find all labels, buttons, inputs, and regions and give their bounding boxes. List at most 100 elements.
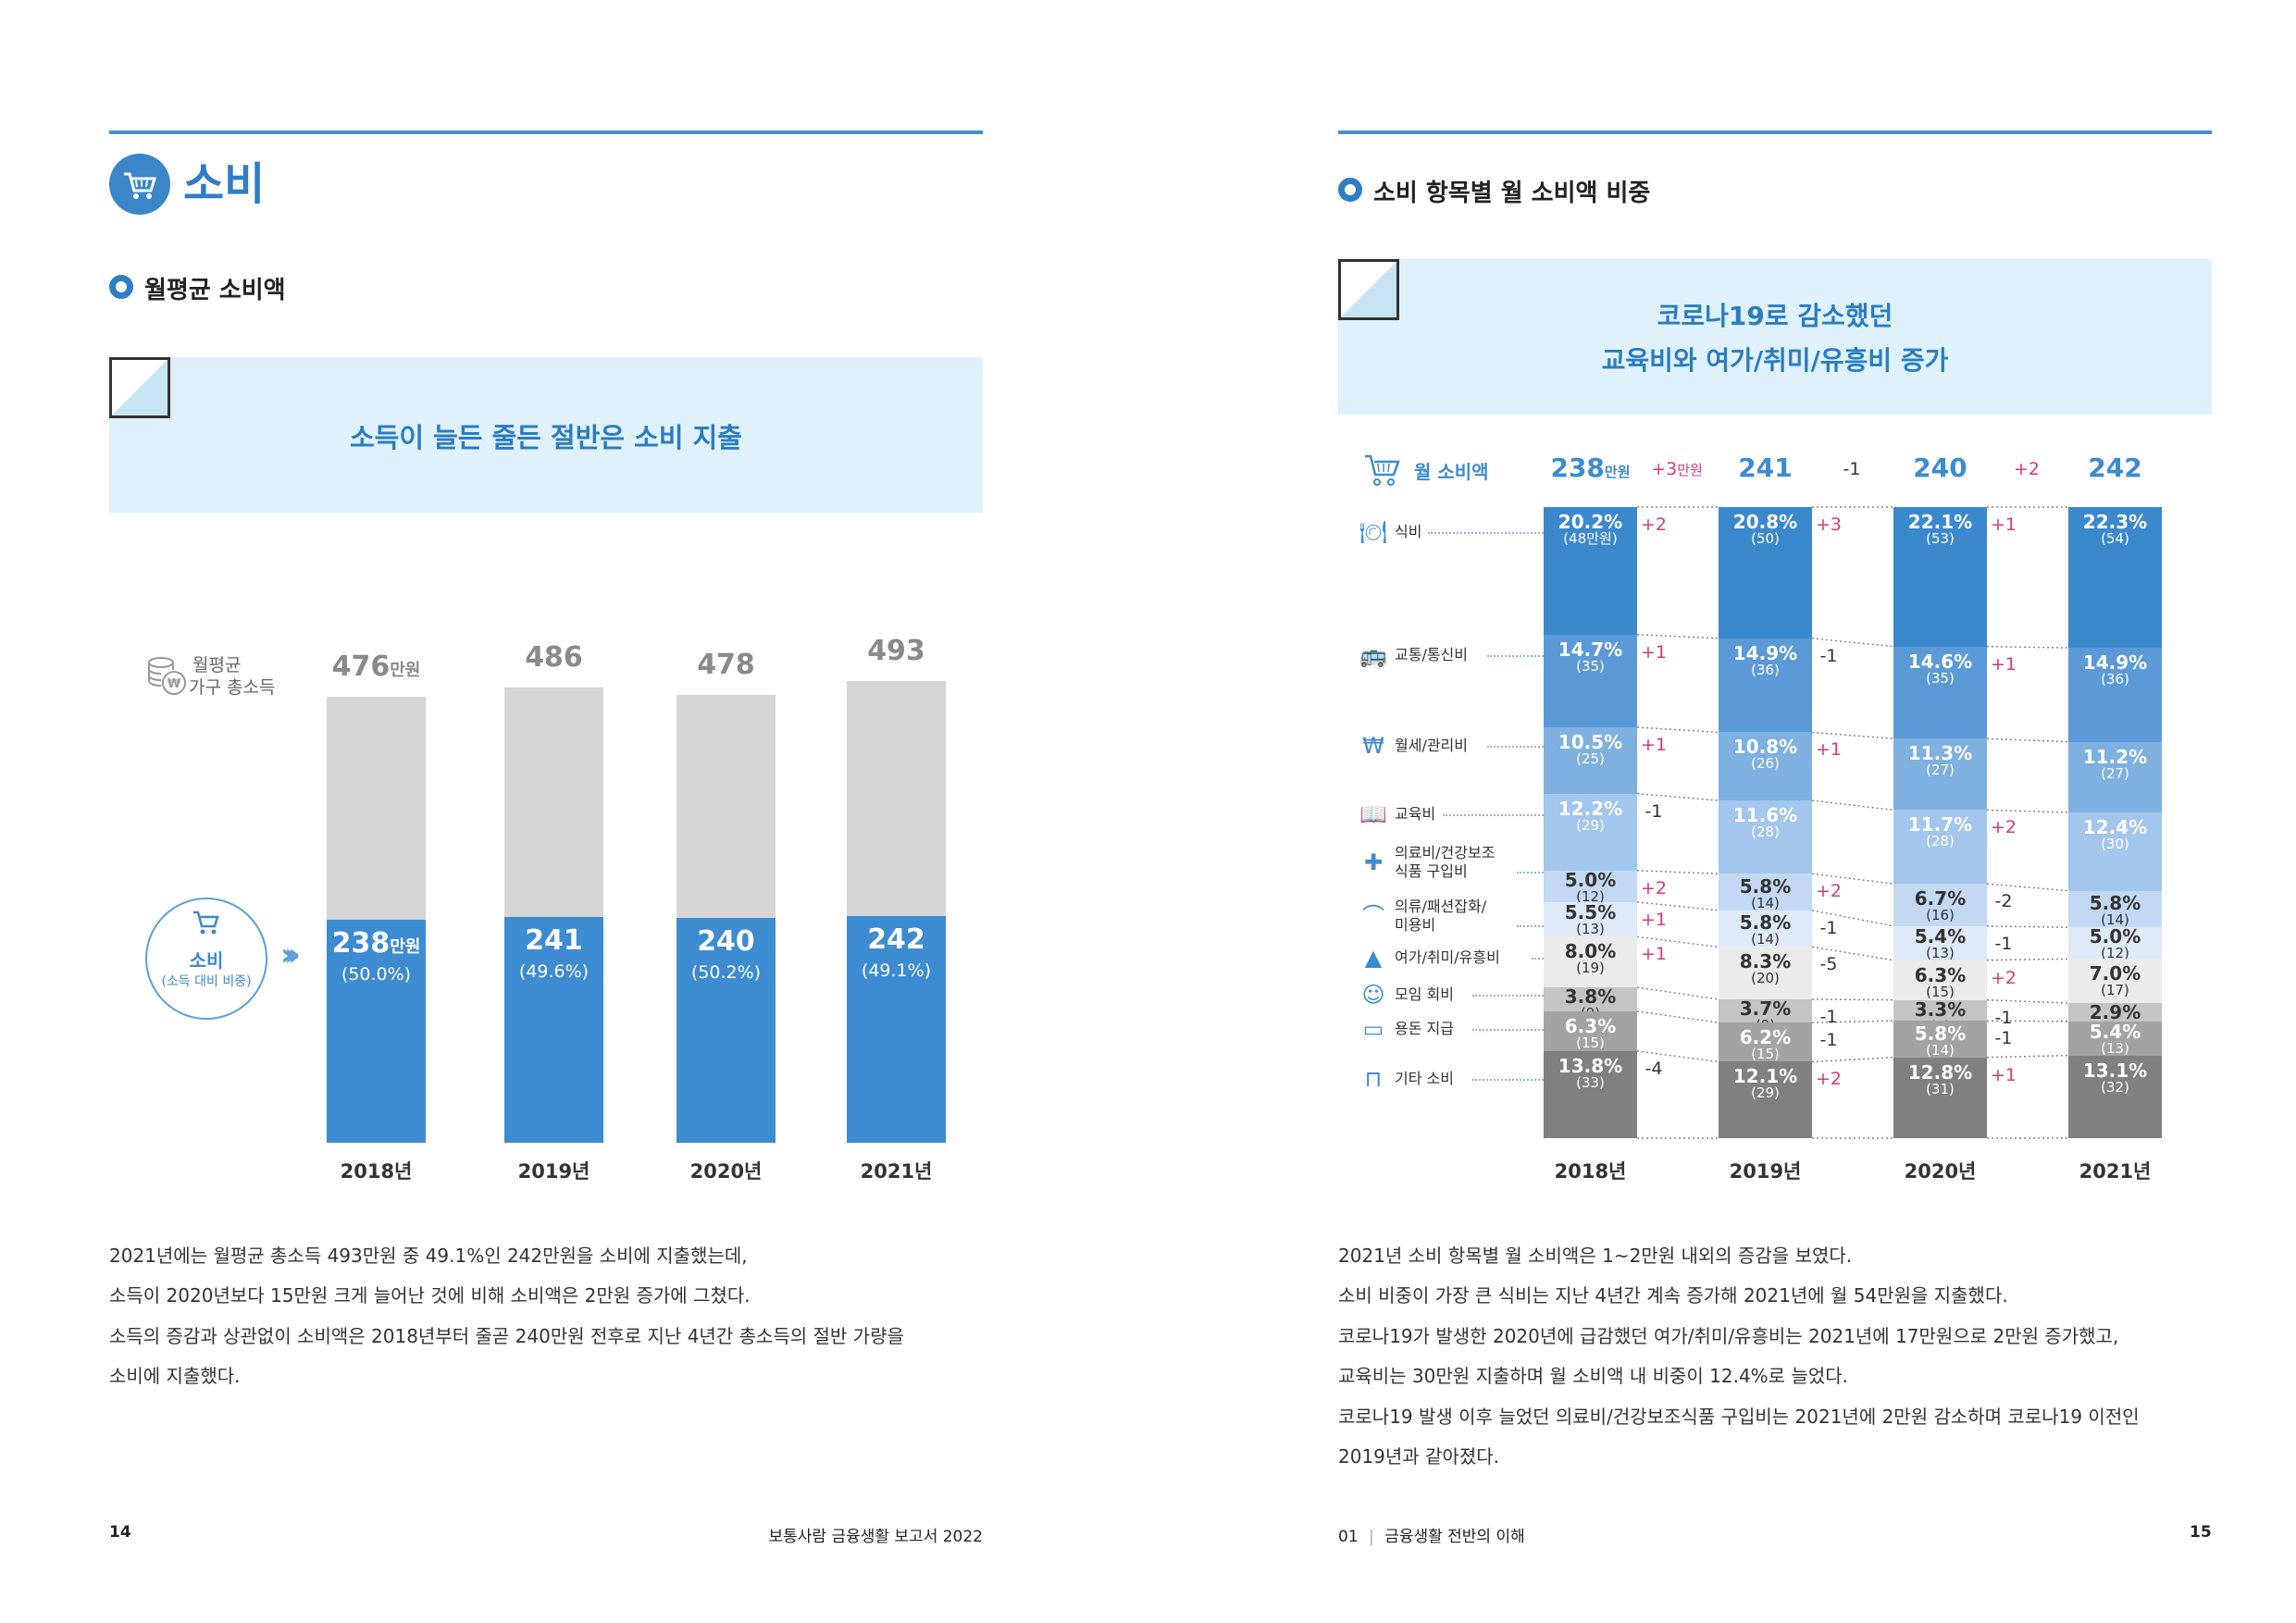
stack-segment: 20.8% (50) [1719, 507, 1812, 638]
spend-bar [676, 918, 776, 1143]
stack-segment: 5.8% (14) [1719, 910, 1812, 948]
connector-line [1986, 958, 2069, 961]
spend-value: 241 [525, 924, 583, 958]
leader-line [1487, 655, 1544, 657]
segment-change: -1 [1994, 933, 2013, 954]
hanger-icon: ⌒ [1362, 903, 1384, 929]
segment-amount: (14) [2101, 911, 2129, 929]
segment-change: +3 [1815, 514, 1842, 535]
segment-amount: (35) [1576, 657, 1605, 675]
stack-segment: 14.9% (36) [2068, 648, 2162, 742]
year-label: 2018년 [1554, 1160, 1627, 1183]
segment-label: 6.2% (15) [1719, 1028, 1812, 1061]
segment-percent: 22.3% [2082, 511, 2148, 533]
category-label-line: 여가/취미/유흥비 [1395, 948, 1500, 966]
segment-percent: 14.9% [2082, 651, 2148, 675]
category-label-line: 의류/패션잡화/ [1395, 898, 1487, 915]
segment-label: 14.9% (36) [2068, 653, 2162, 687]
segment-percent: 5.8% [1914, 1022, 1967, 1045]
segment-label: 6.3% (15) [1893, 966, 1987, 999]
segment-change: +2 [1640, 877, 1667, 898]
stack-segment: 5.0% (12) [1544, 870, 1637, 903]
segment-amount: (13) [2101, 1039, 2129, 1057]
paragraph-line: 소득의 증감과 상관없이 소비액은 2018년부터 줄곧 240만원 전후로 지… [109, 1325, 904, 1347]
legend-spend-title: 소비 [189, 949, 224, 972]
segment-percent: 11.2% [2082, 745, 2148, 768]
year-label: 2020년 [1904, 1160, 1977, 1183]
segment-percent: 13.8% [1558, 1054, 1623, 1077]
right-stacked-chart: 238만원 +3만원 241 -1 240 +2 242 20.2% (48만원) +2 20.8%… [1359, 452, 2162, 1183]
category-label: 여가/취미/유흥비 [1395, 948, 1500, 967]
income-label: 478 [639, 649, 813, 681]
segment-change: +1 [1640, 944, 1667, 965]
segment-percent: 3.8% [1564, 985, 1617, 1008]
segment-change: +2 [1990, 817, 2017, 838]
segment-label: 10.5% (25) [1544, 733, 1637, 766]
segment-label: 11.2% (27) [2068, 748, 2162, 781]
right-paragraph-1: 2021년 소비 항목별 월 소비액은 1~2만원 내외의 증감을 보였다. 소… [1338, 1236, 2008, 1316]
stack-segment: 13.8% (33) [1544, 1050, 1637, 1138]
bus-icon: 🚌 [1359, 642, 1387, 668]
stack-segment: 5.8% (14) [1893, 1021, 1987, 1058]
segment-percent: 3.7% [1739, 997, 1792, 1020]
spend-share-label: (50.2%) [690, 962, 762, 984]
total-number: 242 [2088, 452, 2142, 483]
total-change: +3만원 [1617, 459, 1737, 479]
segment-label: 8.3% (20) [1719, 952, 1812, 985]
segment-label: 14.7% (35) [1544, 640, 1637, 674]
segment-amount: (48만원) [1563, 530, 1618, 547]
leader-line [1517, 872, 1544, 873]
stack-segment: 6.3% (15) [1893, 960, 1987, 1000]
segment-amount: (13) [1576, 921, 1605, 938]
paragraph-line: 2021년 소비 항목별 월 소비액은 1~2만원 내외의 증감을 보였다. [1338, 1245, 1853, 1267]
segment-percent: 5.5% [1564, 901, 1617, 924]
segment-label: 13.8% (33) [1544, 1057, 1637, 1090]
segment-change: -4 [1644, 1058, 1663, 1079]
total-change-unit: 만원 [1677, 462, 1703, 478]
stack-segment: 5.4% (13) [1893, 924, 1987, 960]
segment-percent: 5.4% [1914, 924, 1967, 948]
segment-change: +2 [1990, 967, 2017, 988]
spend-value: 238 [331, 927, 391, 960]
spend-value: 240 [697, 925, 755, 959]
legend-spend-circle: 소비 (소득 대비 비중) [145, 898, 267, 1020]
segment-amount: (25) [1576, 750, 1605, 768]
connector-line [1636, 634, 1719, 639]
stack-segment: 14.6% (35) [1893, 646, 1987, 739]
spend-label: 238만원 [308, 927, 444, 964]
segment-label: 10.8% (26) [1719, 737, 1812, 771]
connector-line [1811, 799, 1894, 812]
segment-amount: (29) [1576, 816, 1605, 834]
leader-line [1472, 1079, 1544, 1081]
category-label-line: 교육비 [1395, 805, 1436, 823]
category-label-line: 교통/통신비 [1395, 646, 1468, 663]
spend-share-label: (49.1%) [861, 960, 932, 982]
mountain-icon: ▲ [1364, 945, 1383, 971]
bill-icon: ₩ [1362, 733, 1384, 759]
segment-percent: 12.4% [2082, 816, 2148, 839]
category-label: 용돈 지급 [1395, 1020, 1454, 1038]
segment-label: 5.5% (13) [1544, 903, 1637, 936]
leader-line [1517, 925, 1544, 927]
year-label: 2018년 [340, 1160, 413, 1183]
segment-amount: (53) [1926, 530, 1955, 547]
segment-label: 7.0% (17) [2068, 964, 2162, 997]
leader-line [1443, 814, 1544, 816]
section-title: 소비 [183, 158, 266, 210]
segment-amount: (30) [2101, 836, 2129, 853]
segment-percent: 10.8% [1732, 736, 1798, 759]
segment-change: +2 [1815, 881, 1842, 902]
segment-label: 6.7% (16) [1893, 889, 1987, 923]
paragraph-line: 교육비는 30만원 지출하며 월 소비액 내 비중이 12.4%로 늘었다. [1338, 1365, 1849, 1387]
segment-label: 12.4% (30) [2068, 818, 2162, 851]
segment-percent: 7.0% [2089, 962, 2141, 985]
segment-amount: (33) [1576, 1073, 1605, 1091]
segment-percent: 8.0% [1564, 940, 1617, 963]
stack-segment: 11.7% (28) [1893, 810, 1987, 885]
stack-segment: 11.2% (27) [2068, 741, 2162, 813]
segment-change: -2 [1994, 891, 2013, 912]
segment-amount: (32) [2101, 1078, 2129, 1096]
category-label-line: 의료비/건강보조 [1395, 844, 1496, 861]
connector-line [1986, 998, 2069, 1004]
segment-amount: (26) [1751, 755, 1780, 773]
